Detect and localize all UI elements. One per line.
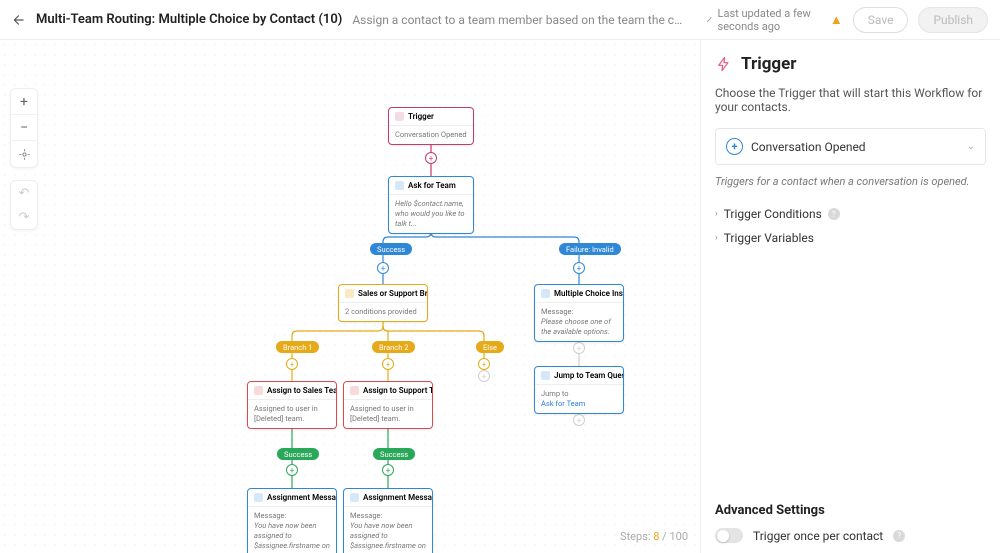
node-ask-for-team[interactable]: Ask for Team Hello $contact.name, who wo… bbox=[388, 176, 474, 234]
node-message-sales[interactable]: Assignment Message: S... Message:You hav… bbox=[247, 488, 337, 553]
badge-success: Success bbox=[370, 243, 412, 255]
help-icon: ? bbox=[893, 530, 905, 542]
side-description: Choose the Trigger that will start this … bbox=[715, 86, 986, 114]
svg-text:+: + bbox=[386, 360, 391, 369]
workflow-description: Assign a contact to a team member based … bbox=[352, 13, 686, 27]
publish-button[interactable]: Publish bbox=[918, 7, 988, 33]
canvas[interactable]: + − ↶ ↷ + + + bbox=[0, 40, 700, 553]
chevron-down-icon: ⌄ bbox=[967, 141, 975, 152]
node-message-support[interactable]: Assignment Message: S... Message:You hav… bbox=[343, 488, 433, 553]
node-multiple-choice-instruction[interactable]: Multiple Choice Instructi... Message:Ple… bbox=[534, 284, 624, 342]
jump-icon bbox=[541, 371, 550, 380]
badge-else: Else bbox=[476, 341, 504, 353]
flow-canvas: + + + + + + + + bbox=[0, 40, 700, 553]
badge-failure: Failure: Invalid bbox=[559, 243, 621, 255]
trigger-hint: Triggers for a contact when a conversati… bbox=[715, 175, 986, 188]
topbar: Multi-Team Routing: Multiple Choice by C… bbox=[0, 0, 1000, 40]
side-panel: Trigger Choose the Trigger that will sta… bbox=[700, 40, 1000, 553]
svg-text:+: + bbox=[482, 372, 487, 381]
branch-icon bbox=[345, 289, 354, 298]
badge-branch-1: Branch 1 bbox=[276, 341, 319, 353]
question-icon bbox=[395, 181, 404, 190]
badge-success-a: Success bbox=[277, 448, 319, 460]
svg-text:+: + bbox=[386, 466, 391, 475]
advanced-settings-title: Advanced Settings bbox=[715, 503, 986, 518]
pencil-icon bbox=[706, 14, 713, 25]
message-icon bbox=[254, 493, 263, 502]
trigger-once-row: Trigger once per contact ? bbox=[715, 528, 986, 543]
bolt-icon bbox=[395, 112, 404, 121]
trigger-variables-accordion[interactable]: ›Trigger Variables bbox=[715, 226, 986, 250]
message-icon bbox=[350, 493, 359, 502]
svg-text:+: + bbox=[381, 264, 386, 273]
back-button[interactable] bbox=[12, 10, 26, 30]
svg-text:+: + bbox=[577, 344, 582, 353]
badge-branch-2: Branch 2 bbox=[372, 341, 415, 353]
warning-icon: ▲ bbox=[830, 12, 843, 28]
workflow-title: Multi-Team Routing: Multiple Choice by C… bbox=[36, 12, 342, 27]
svg-text:+: + bbox=[429, 154, 434, 163]
node-assign-to-support[interactable]: Assign to Support Team Assigned to user … bbox=[343, 381, 433, 429]
trigger-once-toggle[interactable] bbox=[715, 528, 743, 543]
trigger-conditions-accordion[interactable]: ›Trigger Conditions? bbox=[715, 202, 986, 226]
node-assign-to-sales[interactable]: Assign to Sales Team Assigned to user in… bbox=[247, 381, 337, 429]
svg-text:+: + bbox=[577, 416, 582, 425]
svg-text:+: + bbox=[290, 466, 295, 475]
node-jump-to-team-question[interactable]: Jump to Team Question Jump toAsk for Tea… bbox=[534, 366, 624, 414]
step-counter: Steps: 8 / 100 bbox=[620, 530, 688, 543]
side-title: Trigger bbox=[741, 54, 797, 74]
svg-text:+: + bbox=[290, 360, 295, 369]
trigger-select[interactable]: + Conversation Opened ⌄ bbox=[715, 128, 986, 165]
save-button[interactable]: Save bbox=[853, 7, 909, 33]
assign-icon bbox=[254, 386, 263, 395]
last-updated: Last updated a few seconds ago bbox=[706, 7, 819, 33]
assign-icon bbox=[350, 386, 359, 395]
svg-text:+: + bbox=[577, 264, 582, 273]
message-icon bbox=[541, 289, 550, 298]
badge-success-b: Success bbox=[373, 448, 415, 460]
trigger-bolt-icon bbox=[715, 55, 733, 73]
node-sales-or-support-branch[interactable]: Sales or Support Branch 2 conditions pro… bbox=[338, 284, 428, 322]
svg-text:+: + bbox=[482, 360, 487, 369]
node-trigger[interactable]: Trigger Conversation Opened bbox=[388, 107, 474, 145]
help-icon: ? bbox=[828, 208, 840, 220]
plus-circle-icon: + bbox=[726, 138, 743, 155]
